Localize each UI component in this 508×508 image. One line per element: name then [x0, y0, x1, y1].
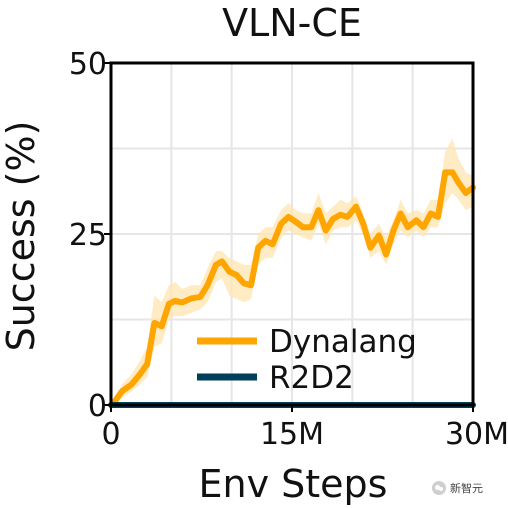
- legend-label-r2d2: R2D2: [269, 360, 354, 396]
- y-tick-label: 50: [69, 47, 107, 82]
- watermark: 新智元: [432, 479, 502, 497]
- x-tick-label: 0: [101, 417, 120, 452]
- x-tick-label: 15M: [260, 417, 324, 452]
- legend-label-dynalang: Dynalang: [269, 324, 417, 360]
- chart-title: VLN-CE: [222, 1, 362, 45]
- axis-ticks: 0 15M 30M 0 25 50: [69, 47, 508, 452]
- x-tick-label: 30M: [445, 417, 508, 452]
- watermark-text: 新智元: [450, 482, 483, 495]
- wechat-icon: [432, 481, 446, 495]
- y-tick-label: 0: [88, 389, 107, 424]
- y-tick-label: 25: [69, 218, 107, 253]
- y-axis-label: Success (%): [0, 121, 43, 352]
- x-axis-label: Env Steps: [199, 462, 388, 506]
- series-line-dynalang: [111, 169, 476, 405]
